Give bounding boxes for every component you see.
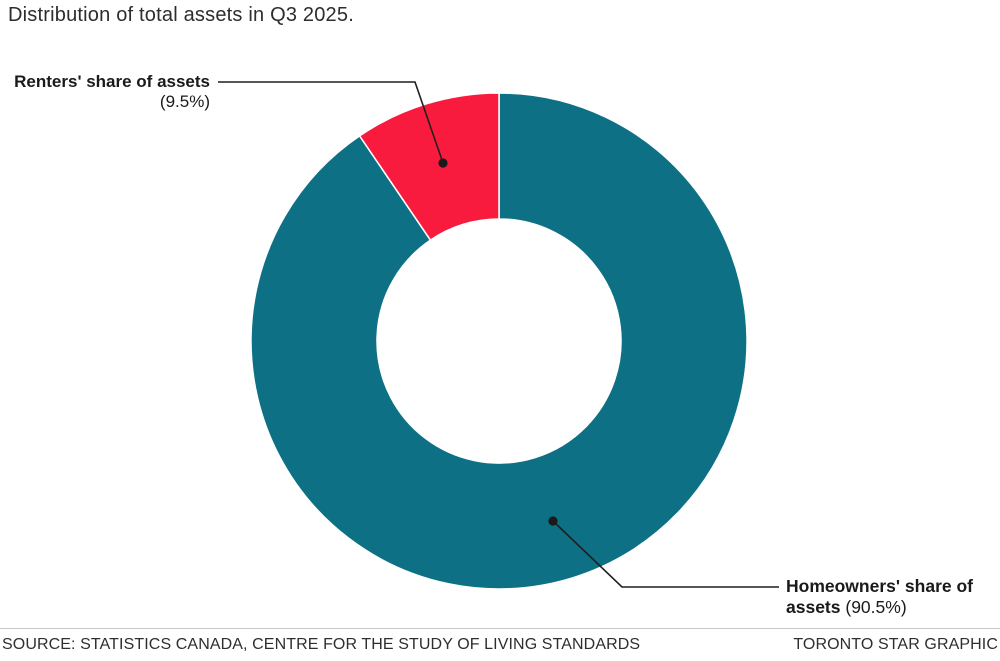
footer: SOURCE: STATISTICS CANADA, CENTRE FOR TH… [0,628,1000,654]
graphic-credit: TORONTO STAR GRAPHIC [793,636,998,653]
chart-title: Distribution of total assets in Q3 2025. [8,4,354,26]
slice-homeowners-share-of-assets [250,92,748,590]
slice-renters-share-of-assets [358,92,500,241]
homeowners-anchor-dot [548,516,558,526]
homeowners-value: (90.5%) [845,597,907,617]
leader-lines [218,81,779,588]
homeowners-label-line2: assets (90.5%) [786,597,996,618]
renters-leader-line [218,81,444,164]
donut-slices [250,92,748,590]
homeowners-callout: Homeowners' share of assets (90.5%) [786,576,996,618]
renters-label: Renters' share of assets [14,72,210,91]
renters-callout: Renters' share of assets (9.5%) [0,72,210,112]
homeowners-leader-line [552,520,779,588]
homeowners-label-line2-bold: assets [786,597,841,617]
renters-value: (9.5%) [159,92,210,111]
source-credit: SOURCE: STATISTICS CANADA, CENTRE FOR TH… [2,636,641,653]
homeowners-label-line1: Homeowners' share of [786,576,973,596]
renters-anchor-dot [438,158,448,168]
